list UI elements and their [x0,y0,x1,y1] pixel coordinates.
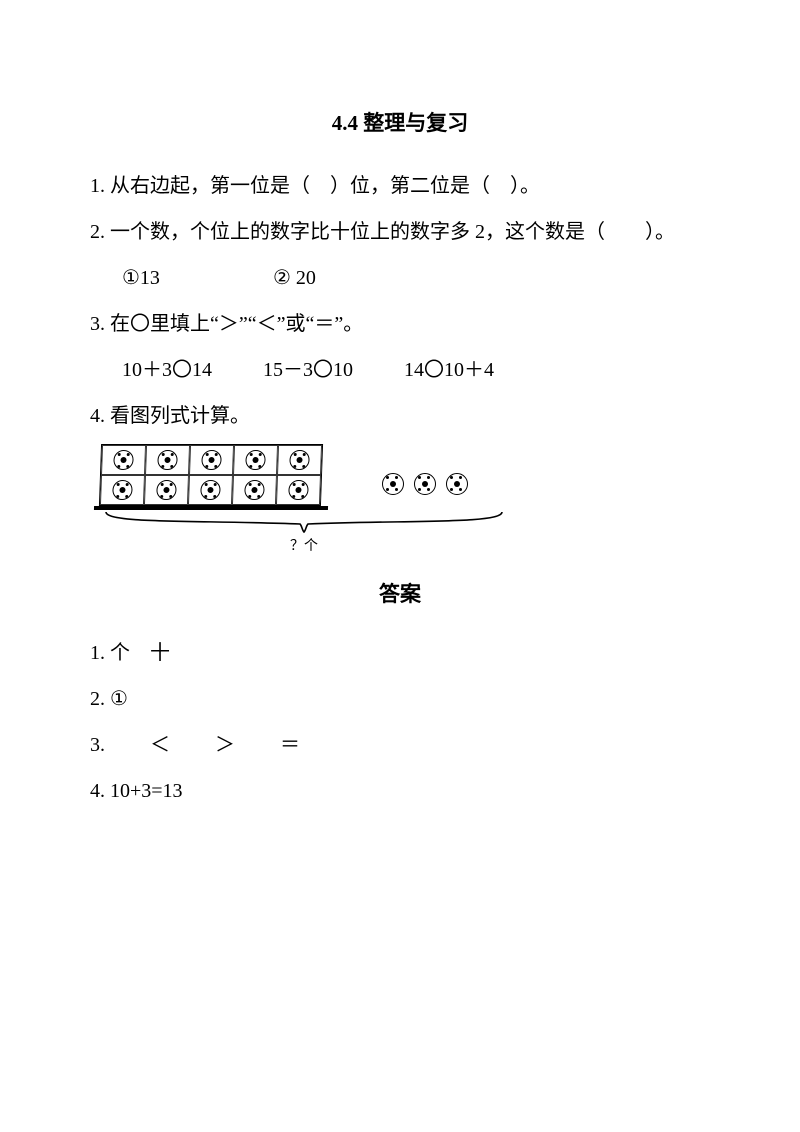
ten-frame [100,444,322,506]
ball-icon [288,480,309,500]
ball-icon [446,473,468,495]
a3-prefix: 3. [90,734,105,756]
a3-a: ＜ [150,734,170,756]
figure-label: ？个 [100,532,508,563]
answer-1: 1. 个 十 [90,631,710,675]
ball-icon [113,450,134,470]
q3-item-a: 10＋3〇14 [122,359,212,381]
question-3-items: 10＋3〇14 15－3〇10 14〇10＋4 [90,348,710,392]
page-title: 4.4 整理与复习 [90,100,710,146]
question-3: 3. 在〇里填上“＞”“＜”或“＝”。 [90,302,710,346]
ball-icon [157,450,178,470]
option-1: ①13 [122,267,160,289]
ball-icon [200,480,221,500]
answer-title: 答案 [90,571,710,617]
a3-b: ＞ [215,734,235,756]
answer-2: 2. ① [90,677,710,721]
ball-icon [244,480,265,500]
q3-item-b: 15－3〇10 [263,359,353,381]
loose-balls [382,473,468,495]
question-2: 2. 一个数，个位上的数字比十位上的数字多 2，这个数是（ ）。 [90,210,710,254]
a3-c: ＝ [280,734,300,756]
option-2: ② 20 [273,267,316,289]
ball-icon [156,480,177,500]
ball-icon [382,473,404,495]
ball-icon [112,480,133,500]
answer-4: 4. 10+3=13 [90,769,710,813]
q3-item-c: 14〇10＋4 [404,359,494,381]
ball-icon [414,473,436,495]
ball-icon [289,450,310,470]
question-4: 4. 看图列式计算。 [90,394,710,438]
figure: ？个 [100,444,530,563]
figure-row [100,444,530,506]
ball-icon [245,450,266,470]
answer-3: 3. ＜ ＞ ＝ [90,723,710,767]
question-1: 1. 从右边起，第一位是（ ）位，第二位是（ ）。 [90,164,710,208]
ball-icon [201,450,222,470]
question-2-options: ①13 ② 20 [90,256,710,300]
